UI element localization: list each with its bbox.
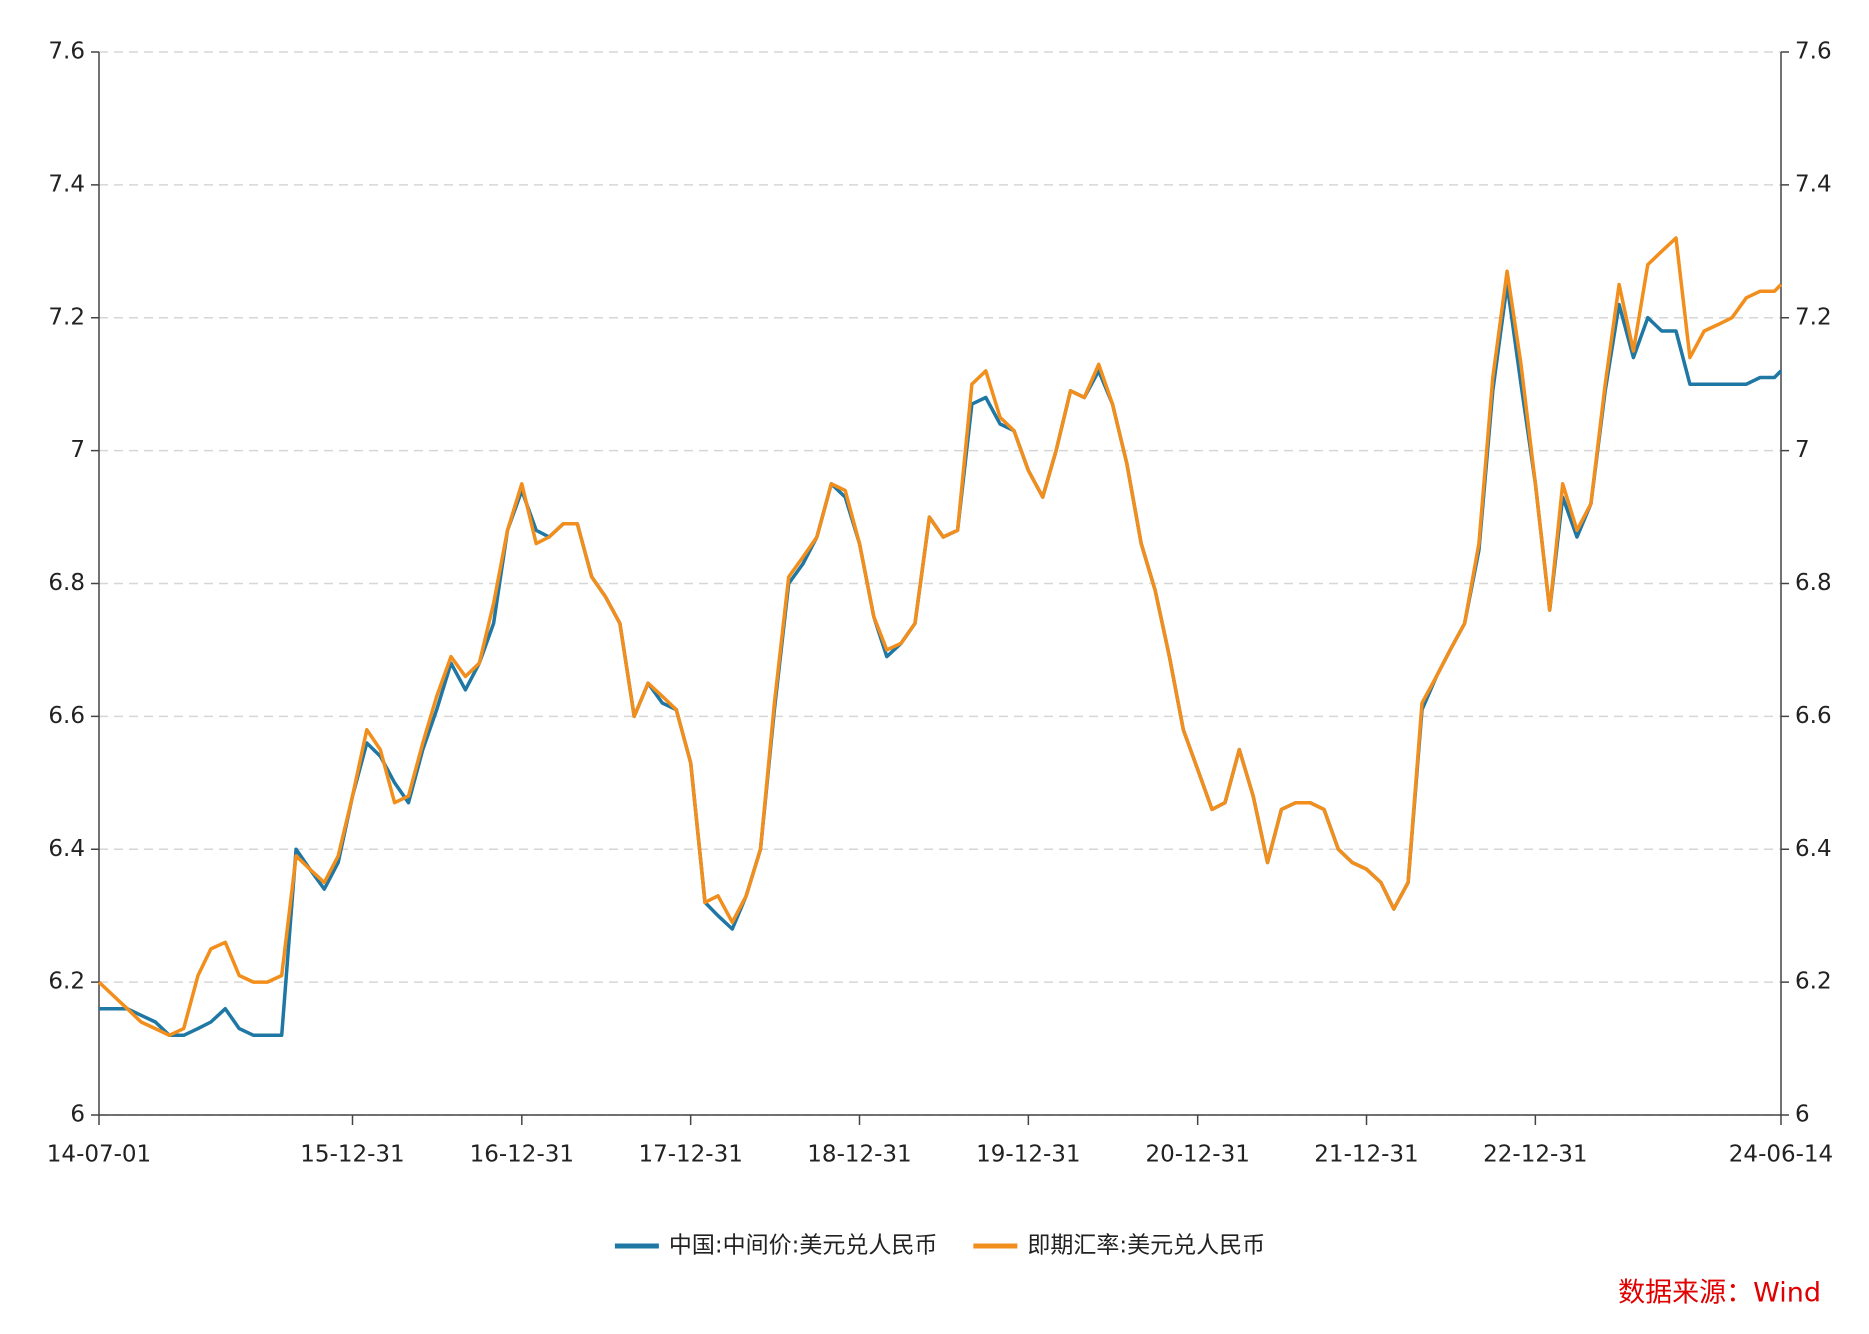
y2-tick-label: 6.2	[1795, 969, 1832, 995]
x-tick-label: 22-12-31	[1483, 1142, 1587, 1168]
series-line	[97, 236, 1783, 1038]
y-tick-label: 6.2	[48, 969, 85, 995]
y-tick-label: 6.4	[48, 836, 85, 862]
y-tick-label: 6.8	[48, 570, 85, 596]
y-tick-label: 7.4	[48, 171, 85, 197]
y-tick-label: 7.6	[48, 39, 85, 65]
y2-tick-label: 7.2	[1795, 304, 1832, 330]
y2-tick-label: 6.4	[1795, 836, 1832, 862]
y2-tick-label: 7.4	[1795, 171, 1832, 197]
x-tick-label: 16-12-31	[470, 1142, 574, 1168]
y2-tick-label: 6.6	[1795, 703, 1832, 729]
legend: 中国:中间价:美元兑人民币 即期汇率:美元兑人民币	[614, 1233, 1265, 1259]
y2-tick-label: 6	[1795, 1102, 1810, 1128]
y-tick-label: 7	[70, 437, 85, 463]
y-tick-label: 7.2	[48, 304, 85, 330]
legend-label: 即期汇率:美元兑人民币	[1027, 1233, 1265, 1259]
y2-tick-label: 6.8	[1795, 570, 1832, 596]
y-tick-label: 6	[70, 1102, 85, 1128]
x-tick-label: 21-12-31	[1314, 1142, 1418, 1168]
x-tick-label: 18-12-31	[807, 1142, 911, 1168]
y2-tick-label: 7	[1795, 437, 1810, 463]
legend-label: 中国:中间价:美元兑人民币	[669, 1233, 938, 1259]
y2-tick-label: 7.6	[1795, 39, 1832, 65]
x-tick-label: 24-06-14	[1729, 1142, 1833, 1168]
x-tick-label: 20-12-31	[1145, 1142, 1249, 1168]
y-tick-label: 6.6	[48, 703, 85, 729]
series-line	[99, 282, 1783, 1038]
x-tick-label: 14-07-01	[47, 1142, 151, 1168]
x-tick-label: 15-12-31	[300, 1142, 404, 1168]
x-tick-label: 19-12-31	[976, 1142, 1080, 1168]
source-note: 数据来源：Wind	[1618, 1278, 1821, 1309]
x-tick-label: 17-12-31	[638, 1142, 742, 1168]
